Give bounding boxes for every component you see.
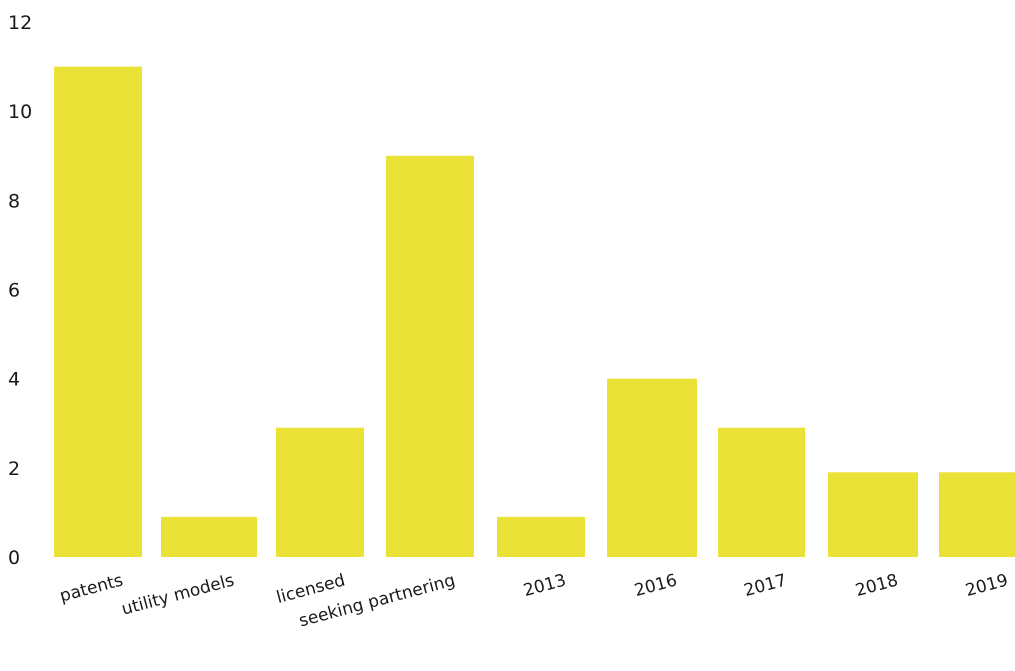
- x-category-label: patents: [58, 570, 126, 606]
- bar: [607, 378, 697, 557]
- y-tick-label: 12: [8, 12, 32, 34]
- bar: [386, 155, 474, 557]
- y-tick-label: 0: [8, 547, 20, 569]
- bars: [54, 66, 1015, 557]
- y-tick-label: 6: [8, 280, 20, 302]
- y-tick-label: 4: [8, 369, 20, 391]
- bar: [497, 516, 585, 557]
- x-category-label: 2013: [521, 571, 568, 602]
- bar: [54, 66, 142, 557]
- bar: [828, 472, 918, 557]
- y-axis-ticks: 0 2 4 6 8 10 12: [8, 12, 32, 569]
- x-category-label: 2018: [853, 571, 900, 602]
- bar: [276, 427, 364, 557]
- x-category-label: 2017: [742, 571, 789, 602]
- x-category-label: 2019: [963, 571, 1010, 602]
- bar: [939, 472, 1015, 557]
- x-category-label: 2016: [632, 571, 679, 602]
- bar: [161, 516, 257, 557]
- y-tick-label: 8: [8, 190, 20, 212]
- bar: [718, 427, 805, 557]
- x-category-label: utility models: [120, 570, 237, 619]
- y-tick-label: 2: [8, 458, 20, 480]
- y-tick-label: 10: [8, 101, 32, 123]
